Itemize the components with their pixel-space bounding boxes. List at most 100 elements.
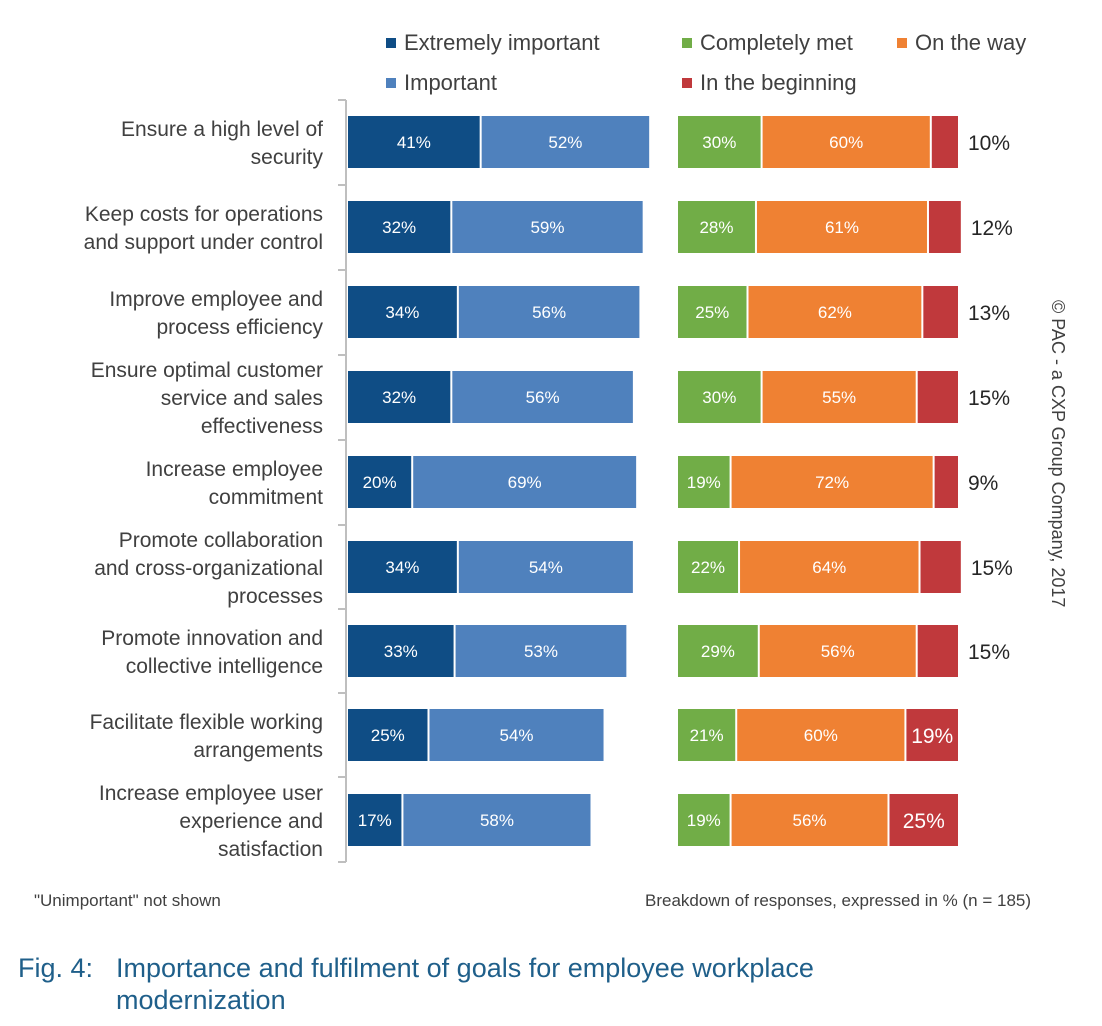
bar-value-label: 30% bbox=[702, 388, 736, 407]
bar-completely-met bbox=[678, 541, 739, 593]
bar-important bbox=[455, 625, 627, 677]
bar-on-the-way bbox=[762, 116, 930, 168]
category-label: Ensure a high level of bbox=[121, 118, 323, 141]
legend-swatch-completely-met bbox=[682, 38, 692, 48]
bar-in-the-beginning bbox=[928, 201, 961, 253]
category-label: service and sales bbox=[161, 387, 323, 410]
bar-on-the-way bbox=[740, 541, 919, 593]
category-label: Promote collaboration bbox=[119, 529, 323, 552]
bar-value-label: 59% bbox=[530, 218, 564, 237]
bar-value-label: 17% bbox=[358, 811, 392, 830]
bar-extremely-important bbox=[348, 625, 454, 677]
category-label: and cross-organizational bbox=[94, 557, 323, 580]
bar-on-the-way bbox=[731, 794, 888, 846]
legend-completely-met: Completely met bbox=[682, 30, 853, 56]
bar-value-label: 21% bbox=[690, 726, 724, 745]
legend-in-the-beginning: In the beginning bbox=[682, 70, 857, 96]
category-label: Increase employee user bbox=[99, 782, 323, 805]
bar-on-the-way bbox=[731, 456, 933, 508]
figure-caption-line1: Fig. 4: Importance and fulfilment of goal… bbox=[18, 952, 814, 984]
bar-in-the-beginning bbox=[906, 709, 958, 761]
category-label: Promote innovation and bbox=[101, 627, 323, 650]
legend-label-on-the-way: On the way bbox=[915, 30, 1027, 55]
bar-value-label: 32% bbox=[382, 218, 416, 237]
legend-swatch-in-the-beginning bbox=[682, 78, 692, 88]
bar-value-label: 15% bbox=[968, 387, 1010, 410]
bar-completely-met bbox=[678, 625, 758, 677]
bar-value-label: 9% bbox=[968, 472, 998, 495]
figure-number: Fig. 4: bbox=[18, 953, 94, 983]
bar-in-the-beginning bbox=[917, 371, 958, 423]
bar-value-label: 33% bbox=[384, 642, 418, 661]
bar-important bbox=[452, 201, 643, 253]
bar-value-label: 56% bbox=[532, 303, 566, 322]
bar-completely-met bbox=[678, 201, 755, 253]
category-label: process efficiency bbox=[156, 316, 323, 339]
bar-value-label: 28% bbox=[699, 218, 733, 237]
bar-extremely-important bbox=[348, 286, 457, 338]
bar-extremely-important bbox=[348, 116, 480, 168]
category-label: experience and bbox=[179, 810, 323, 833]
bar-value-label: 56% bbox=[793, 811, 827, 830]
bar-value-label: 56% bbox=[821, 642, 855, 661]
bar-completely-met bbox=[678, 456, 730, 508]
bar-extremely-important bbox=[348, 201, 451, 253]
category-label: satisfaction bbox=[218, 838, 323, 861]
bar-value-label: 15% bbox=[968, 641, 1010, 664]
bar-in-the-beginning bbox=[931, 116, 958, 168]
bar-value-label: 29% bbox=[701, 642, 735, 661]
bar-value-label: 41% bbox=[397, 133, 431, 152]
bar-value-label: 15% bbox=[971, 557, 1013, 580]
bar-value-label: 25% bbox=[695, 303, 729, 322]
bar-value-label: 60% bbox=[804, 726, 838, 745]
category-label: Improve employee and bbox=[109, 288, 323, 311]
legend-extremely-important: Extremely important bbox=[386, 30, 600, 56]
bar-important bbox=[429, 709, 604, 761]
bar-value-label: 30% bbox=[702, 133, 736, 152]
bar-value-label: 19% bbox=[687, 811, 721, 830]
footnote-unimportant: "Unimportant" not shown bbox=[34, 891, 221, 910]
bar-in-the-beginning bbox=[934, 456, 958, 508]
bar-value-label: 69% bbox=[508, 473, 542, 492]
bar-value-label: 54% bbox=[500, 726, 534, 745]
figure-caption: Fig. 4: Importance and fulfilment of goal… bbox=[18, 952, 814, 1016]
figure-title-line2: modernization bbox=[116, 985, 286, 1015]
category-label: processes bbox=[227, 585, 323, 608]
legend-on-the-way: On the way bbox=[897, 30, 1026, 56]
bar-value-label: 10% bbox=[968, 132, 1010, 155]
bar-extremely-important bbox=[348, 541, 457, 593]
bar-extremely-important bbox=[348, 709, 428, 761]
category-label: effectiveness bbox=[201, 415, 323, 438]
bar-completely-met bbox=[678, 286, 747, 338]
bar-important bbox=[403, 794, 591, 846]
bar-value-label: 54% bbox=[529, 558, 563, 577]
bar-value-label: 53% bbox=[524, 642, 558, 661]
category-label: and support under control bbox=[84, 231, 323, 254]
bar-value-label: 32% bbox=[382, 388, 416, 407]
legend-label-extremely-important: Extremely important bbox=[404, 30, 600, 55]
bar-value-label: 62% bbox=[818, 303, 852, 322]
bar-completely-met bbox=[678, 371, 761, 423]
bar-value-label: 72% bbox=[815, 473, 849, 492]
category-label: Keep costs for operations bbox=[85, 203, 323, 226]
legend-label-completely-met: Completely met bbox=[700, 30, 853, 55]
legend-swatch-important bbox=[386, 78, 396, 88]
bar-important bbox=[458, 286, 640, 338]
bar-value-label: 34% bbox=[385, 303, 419, 322]
bar-value-label: 61% bbox=[825, 218, 859, 237]
bar-in-the-beginning bbox=[920, 541, 961, 593]
bar-important bbox=[452, 371, 633, 423]
bar-extremely-important bbox=[348, 371, 451, 423]
bar-value-label: 55% bbox=[822, 388, 856, 407]
category-label: security bbox=[251, 146, 324, 169]
category-label: commitment bbox=[209, 486, 324, 509]
bar-value-label: 25% bbox=[371, 726, 405, 745]
bar-on-the-way bbox=[748, 286, 922, 338]
category-label: arrangements bbox=[193, 739, 323, 762]
bar-value-label: 58% bbox=[480, 811, 514, 830]
bar-value-label: 60% bbox=[829, 133, 863, 152]
copyright-notice: © PAC - a CXP Group Company, 2017 bbox=[1048, 300, 1068, 608]
bar-value-label: 56% bbox=[526, 388, 560, 407]
bar-value-label: 13% bbox=[968, 302, 1010, 325]
